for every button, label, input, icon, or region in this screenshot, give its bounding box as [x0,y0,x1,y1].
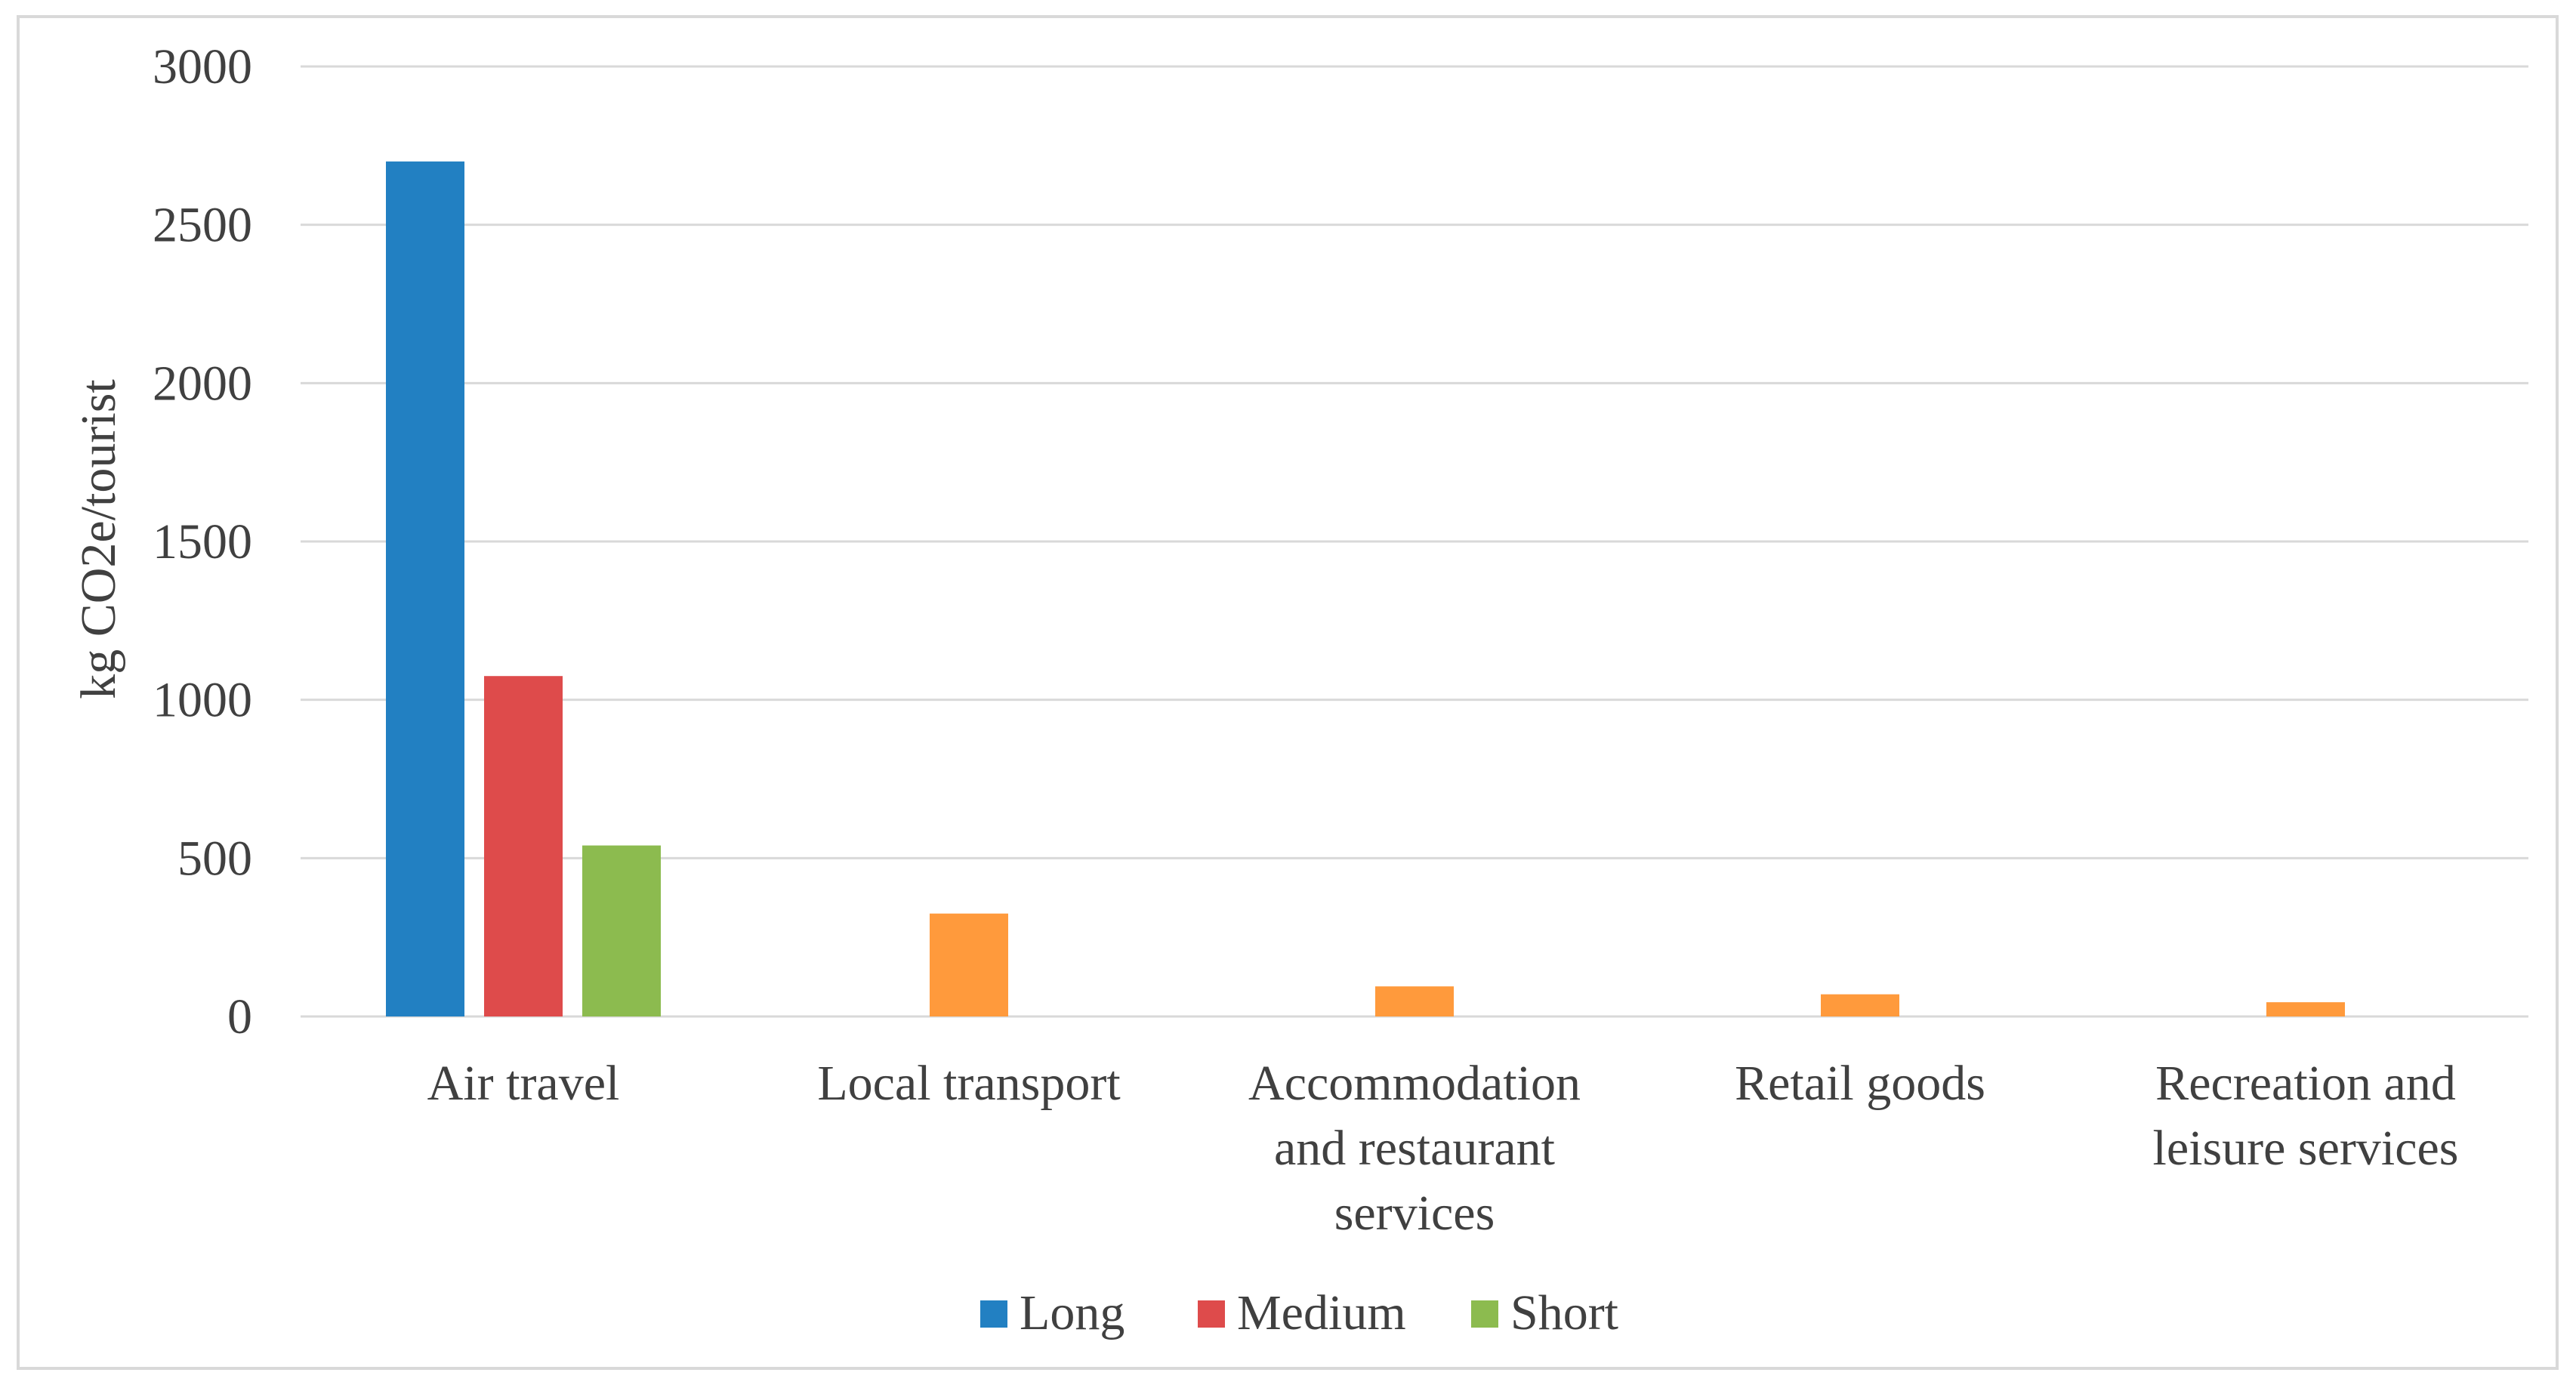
bar-long [386,161,464,1016]
y-tick-label: 2500 [153,198,252,253]
legend-swatch-short [1471,1300,1498,1328]
bar [930,913,1008,1016]
legend-label-medium: Medium [1237,1285,1406,1340]
y-tick-label: 500 [177,831,252,886]
y-tick-label: 0 [227,989,252,1044]
bar-short [582,845,661,1016]
legend-swatch-medium [1198,1300,1225,1328]
gridlines [301,65,2528,1018]
y-tick-label: 3000 [153,39,252,94]
bar [1821,994,1899,1016]
legend: Long Medium Short [980,1285,1618,1340]
category-label: Recreation and leisure services [2153,1056,2459,1176]
bar [2266,1002,2345,1016]
bar [1375,986,1454,1016]
category-label: Local transport [817,1056,1120,1111]
y-axis-title: kg CO2e/tourist [71,379,126,699]
category-label: Accommodation and restaurant services [1248,1056,1581,1241]
chart-frame: 0 500 1000 1500 2000 2500 3000 Air travel Local… [17,15,2559,1370]
legend-label-short: Short [1510,1285,1618,1340]
legend-swatch-long [980,1300,1007,1328]
bar-medium [484,676,563,1016]
category-label: Air travel [427,1056,620,1111]
y-tick-label: 2000 [153,356,252,411]
y-tick-labels: 0 500 1000 1500 2000 2500 3000 [153,39,252,1044]
bar-chart: 0 500 1000 1500 2000 2500 3000 Air travel Local… [71,39,2528,1340]
bars [386,161,2345,1016]
category-label: Retail goods [1735,1056,1985,1111]
y-tick-label: 1500 [153,514,252,569]
y-tick-label: 1000 [153,673,252,728]
category-labels: Air travel Local transport Accommodation an… [427,1056,2459,1241]
legend-label-long: Long [1020,1285,1124,1340]
